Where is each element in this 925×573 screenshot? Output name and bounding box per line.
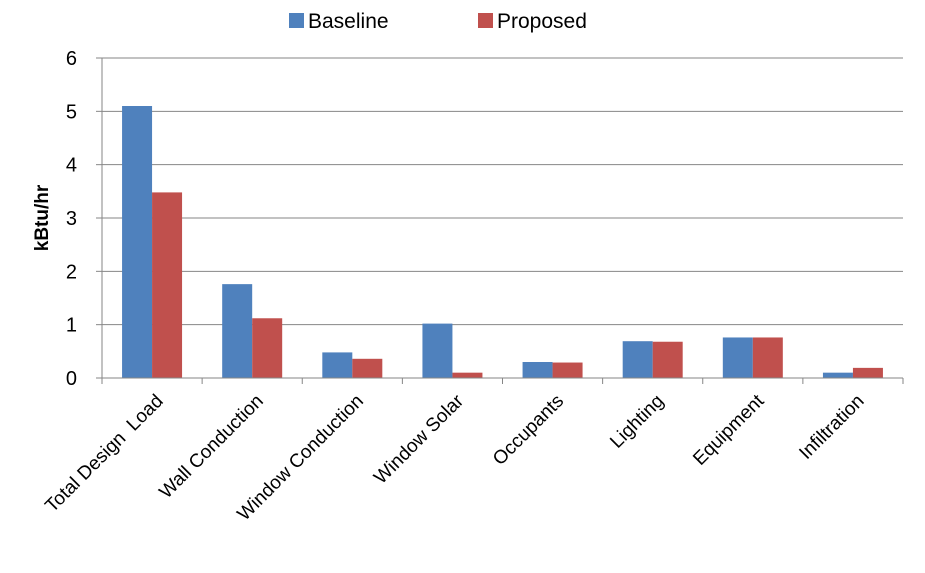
legend-label-proposed: Proposed [497,10,587,33]
x-category-label: Equipment [689,390,769,470]
bar-proposed-1 [252,318,283,378]
y-tick-label: 0 [66,368,77,390]
bar-baseline-0 [122,106,153,378]
bar-proposed-4 [552,362,583,378]
bar-baseline-2 [322,352,353,378]
x-category-label: Infiltration [795,391,868,464]
y-tick-label: 3 [66,208,77,230]
bar-baseline-4 [522,362,553,378]
bar-baseline-7 [822,372,853,378]
x-category-label: Wall Conduction [156,391,268,503]
x-category-label: Occupants [489,391,568,470]
bar-proposed-5 [652,341,683,378]
axes [101,58,904,384]
x-category-label: Total Design Load [41,391,167,517]
bar-baseline-1 [222,284,253,378]
bar-proposed-3 [452,372,483,378]
legend-swatch-baseline [289,13,304,28]
y-tick-label: 6 [66,48,77,70]
legend: Baseline Proposed [289,10,587,33]
x-category-label: Lighting [606,391,668,453]
bars [122,106,883,378]
gridlines [102,57,903,326]
x-category-label: Window Solar [370,390,468,488]
y-axis-label: kBtu/hr [32,184,53,251]
legend-label-baseline: Baseline [308,10,389,33]
bar-proposed-2 [352,358,383,378]
bar-baseline-5 [622,341,653,378]
y-tick-label: 4 [66,155,77,177]
y-tick-label: 1 [66,315,77,337]
bar-proposed-7 [852,367,883,378]
bar-proposed-6 [752,337,783,378]
y-tick-label: 2 [66,261,77,283]
y-tick-labels: 0 1 2 3 4 5 6 [66,48,102,390]
legend-swatch-proposed [478,13,493,28]
bar-proposed-0 [152,192,183,378]
bar-baseline-6 [722,337,753,378]
y-tick-label: 5 [66,101,77,123]
bar-baseline-3 [422,323,453,378]
